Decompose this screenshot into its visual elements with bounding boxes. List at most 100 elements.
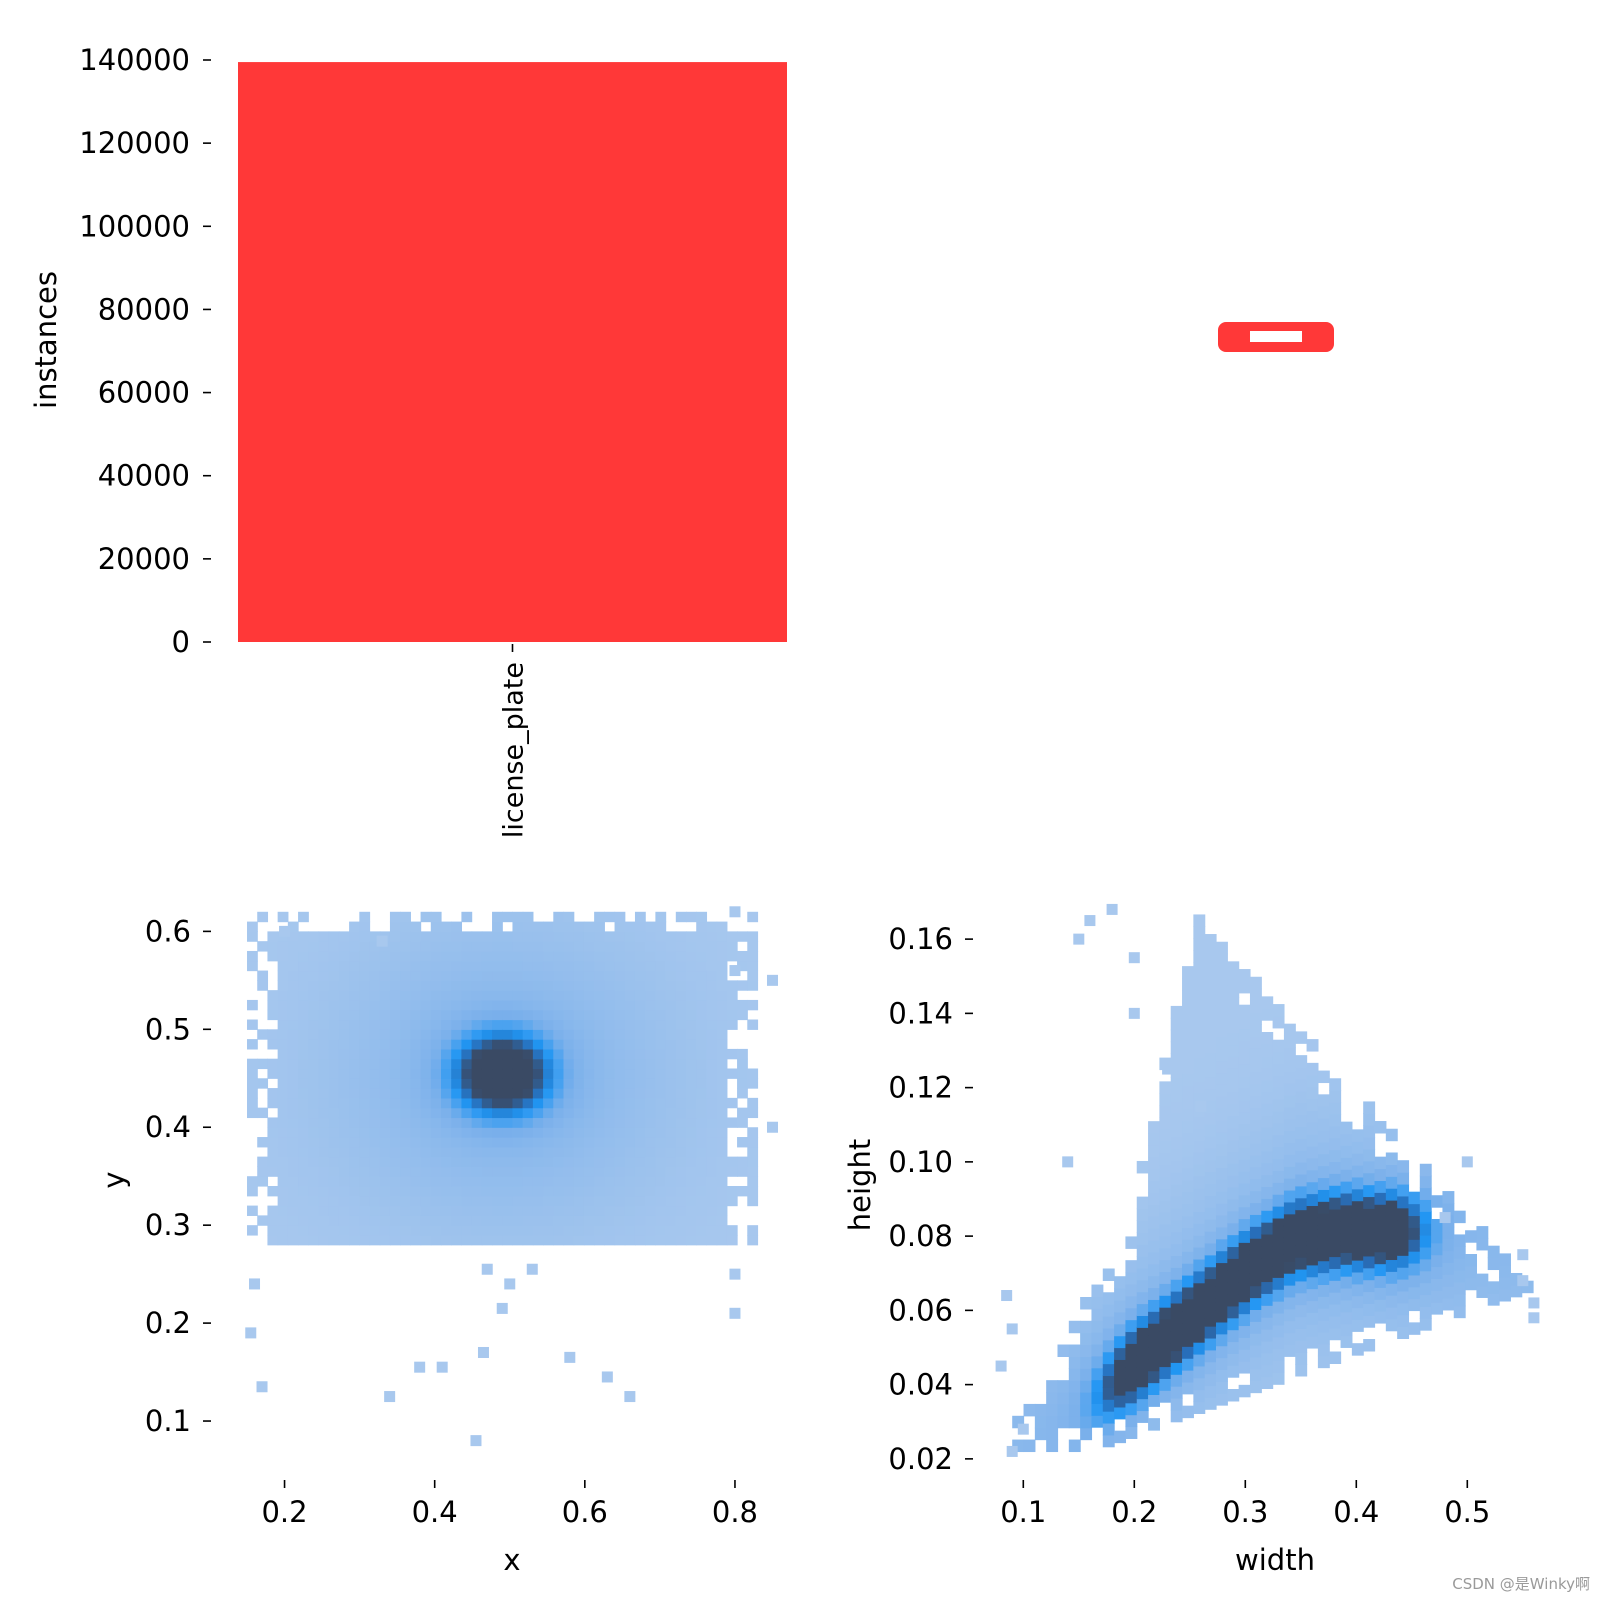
wh-heatmap-cell xyxy=(1431,1230,1444,1244)
wh-heatmap-cell xyxy=(1023,1403,1036,1417)
xy-heatmap-cell xyxy=(328,960,340,972)
wh-y-tick-label: 0.02 xyxy=(888,1442,953,1476)
wh-heatmap-cell xyxy=(1351,1260,1364,1273)
xy-heatmap-cell xyxy=(634,1146,646,1158)
wh-heatmap-cell xyxy=(1215,1393,1228,1406)
wh-heatmap-cell xyxy=(1238,1349,1251,1362)
xy-heatmap-cell xyxy=(634,1205,646,1216)
wh-y-tick-label: 0.14 xyxy=(888,996,953,1030)
xy-heatmap-cell xyxy=(338,990,350,1001)
xy-heatmap-cell xyxy=(461,911,473,923)
wh-heatmap-cell xyxy=(1080,1356,1093,1369)
xy-heatmap-cell xyxy=(481,1195,493,1207)
wh-heatmap-cell xyxy=(1215,1096,1228,1109)
wh-heatmap-cell xyxy=(1306,1241,1319,1254)
wh-heatmap-cell xyxy=(1204,1195,1217,1208)
xy-heatmap-cell xyxy=(716,1097,728,1109)
wh-heatmap-cell xyxy=(1215,1119,1228,1133)
wh-heatmap-cell xyxy=(1385,1211,1398,1225)
xy-heatmap-cell xyxy=(604,911,616,923)
xy-heatmap-cell xyxy=(328,1186,340,1197)
wh-heatmap-cell xyxy=(1363,1303,1376,1316)
xy-heatmap-cell xyxy=(634,1078,646,1089)
wh-heatmap-cell xyxy=(1193,1021,1206,1034)
xy-heatmap-cell xyxy=(563,1205,575,1216)
xy-heatmap-cell xyxy=(492,911,503,923)
xy-heatmap-cell xyxy=(563,1215,575,1226)
wh-heatmap-cell xyxy=(1182,1358,1194,1371)
wh-outlier-cell xyxy=(1162,1063,1174,1075)
wh-heatmap-cell xyxy=(1351,1212,1364,1225)
xy-heatmap-cell xyxy=(634,1039,646,1050)
wh-heatmap-cell xyxy=(1261,1293,1274,1306)
wh-heatmap-cell xyxy=(1227,1270,1240,1283)
wh-outlier-cell xyxy=(1461,1156,1473,1168)
wh-outlier-cell xyxy=(1001,1290,1013,1302)
xy-heatmap-cell xyxy=(532,1029,544,1040)
xy-heatmap-cell xyxy=(492,1146,503,1158)
xy-heatmap-cell xyxy=(400,1215,411,1226)
xy-heatmap-cell xyxy=(532,1127,544,1138)
xy-heatmap-cell xyxy=(543,1225,554,1236)
xy-heatmap-cell xyxy=(308,990,320,1001)
xy-heatmap-cell xyxy=(665,1019,677,1030)
wh-y-tick-label: 0.10 xyxy=(888,1145,953,1179)
xy-heatmap-cell xyxy=(522,980,534,991)
wh-heatmap-cell xyxy=(1215,1381,1228,1394)
wh-heatmap-cell xyxy=(1306,1312,1319,1325)
wh-heatmap-cell xyxy=(1170,1005,1183,1019)
xy-heatmap-cell xyxy=(298,960,309,972)
wh-heatmap-cell xyxy=(1261,1328,1274,1342)
wh-heatmap-cell xyxy=(1306,1217,1319,1230)
wh-heatmap-cell xyxy=(1148,1323,1160,1336)
xy-heatmap-cell xyxy=(706,970,718,981)
wh-heatmap-cell xyxy=(1397,1183,1410,1197)
xy-heatmap-cell xyxy=(634,1088,646,1099)
bar-y-tick-label: 140000 xyxy=(79,43,190,77)
xy-heatmap-cell xyxy=(614,960,626,972)
xy-heatmap-cell xyxy=(287,1137,299,1148)
wh-heatmap-cell xyxy=(1193,1211,1206,1224)
wh-heatmap-cell xyxy=(1204,1124,1217,1137)
wh-heatmap-cell xyxy=(1125,1390,1138,1404)
xy-heatmap-cell xyxy=(338,950,350,962)
xy-heatmap-cell xyxy=(308,1039,320,1050)
xy-heatmap-cell xyxy=(614,1195,626,1207)
xy-heatmap-cell xyxy=(359,970,371,981)
wh-heatmap-cell xyxy=(1182,1061,1194,1074)
xy-heatmap-cell xyxy=(267,1009,279,1021)
xy-heatmap-cell xyxy=(338,1097,350,1109)
wh-heatmap-cell xyxy=(1170,1279,1183,1292)
wh-heatmap-cell xyxy=(1193,1128,1206,1141)
xy-heatmap-cell xyxy=(522,1107,534,1119)
wh-heatmap-cell xyxy=(1363,1279,1376,1293)
wh-heatmap-cell xyxy=(1419,1294,1432,1307)
xy-heatmap-cell xyxy=(563,999,575,1011)
wh-heatmap-cell xyxy=(1283,1201,1296,1215)
wh-heatmap-cell xyxy=(1148,1418,1160,1431)
xy-heatmap-cell xyxy=(308,1117,320,1128)
xy-heatmap-cell xyxy=(400,1029,411,1040)
xy-heatmap-cell xyxy=(583,1097,595,1109)
xy-heatmap-cell xyxy=(328,990,340,1001)
wh-heatmap-cell xyxy=(1249,1356,1262,1370)
xy-heatmap-cell xyxy=(675,1117,687,1128)
xy-heatmap-cell xyxy=(298,1205,309,1216)
xy-heatmap-cell xyxy=(522,1127,534,1138)
wh-heatmap-cell xyxy=(1261,1305,1274,1318)
xy-heatmap-cell xyxy=(298,941,309,952)
xy-heatmap-cell xyxy=(583,941,595,952)
wh-heatmap-cell xyxy=(1363,1148,1376,1162)
xy-heatmap-cell xyxy=(430,1039,442,1050)
xy-heatmap-cell xyxy=(492,921,503,932)
wh-heatmap-cell xyxy=(1238,1289,1251,1303)
xy-heatmap-cell xyxy=(512,1156,524,1168)
xy-heatmap-cell xyxy=(665,1048,677,1060)
xy-heatmap-cell xyxy=(645,1068,656,1079)
wh-heatmap-cell xyxy=(1408,1251,1421,1264)
xy-heatmap-cell xyxy=(563,911,575,923)
xy-heatmap-cell xyxy=(737,1058,748,1070)
wh-heatmap-cell xyxy=(1204,1326,1217,1339)
xy-heatmap-cell xyxy=(430,1009,442,1021)
xy-heatmap-cell xyxy=(737,960,748,972)
